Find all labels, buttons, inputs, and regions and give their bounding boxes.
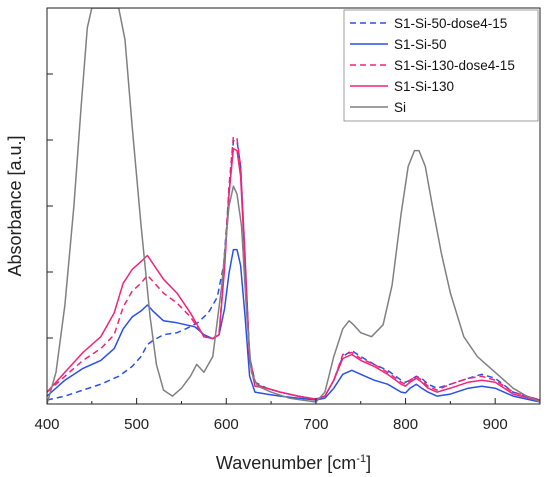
x-tick-label-800: 800 [393,416,418,433]
legend-label-0: S1-Si-50-dose4-15 [394,16,507,31]
tick-labels: 400 500 600 700 800 900 [34,416,507,433]
series-line-3 [47,147,540,402]
x-tick-label-600: 600 [214,416,239,433]
series-line-2 [47,135,540,401]
x-tick-label-500: 500 [124,416,149,433]
series-line-4 [47,8,540,404]
legend-label-3: S1-Si-130 [394,79,454,94]
x-tick-label-400: 400 [34,416,59,433]
x-tick-label-900: 900 [483,416,508,433]
y-axis-title: Absorbance [a.u.] [5,135,25,276]
series-line-1 [47,248,540,403]
series-layer [47,8,540,404]
axes-layer [46,7,541,405]
legend-label-2: S1-Si-130-dose4-15 [394,58,515,73]
x-axis-title: Wavenumber [cm-1] [216,453,371,473]
x-tick-label-700: 700 [303,416,328,433]
legend-box [343,9,539,122]
series-line-0 [47,139,540,401]
legend: S1-Si-50-dose4-15 S1-Si-50 S1-Si-130-dose4… [343,9,539,122]
legend-label-4: Si [394,100,406,115]
legend-label-1: S1-Si-50 [394,37,447,52]
